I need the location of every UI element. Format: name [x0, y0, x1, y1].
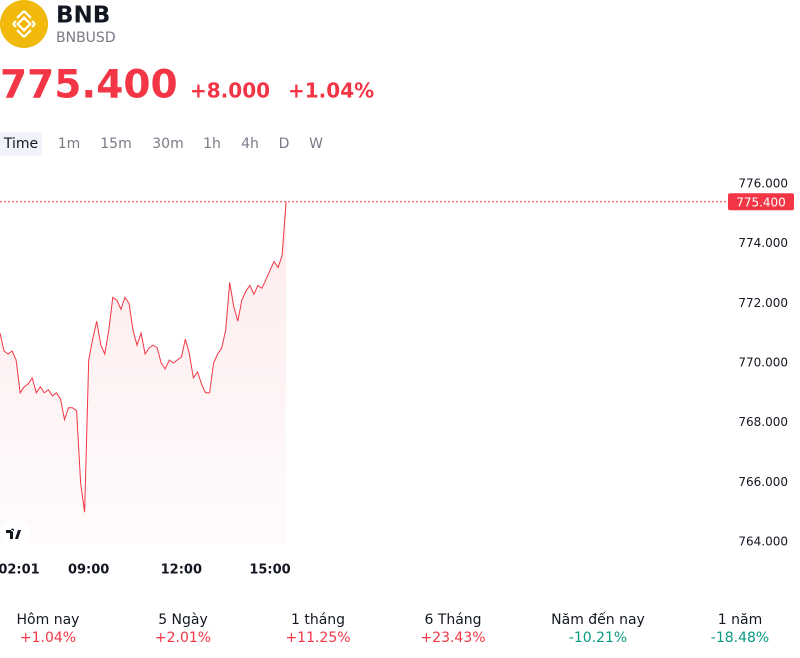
period-change: +11.25% [285, 630, 350, 646]
price: 775.400 [0, 63, 178, 108]
last-price-box [728, 193, 794, 211]
x-tick-label: 09:00 [68, 563, 109, 578]
interval-button[interactable]: 15m [100, 136, 131, 152]
interval-button[interactable]: D [279, 136, 290, 152]
period-label: 6 Tháng [424, 612, 481, 628]
period-change: +23.43% [420, 630, 485, 646]
period-change: +2.01% [155, 630, 211, 646]
x-tick-label: 12:00 [161, 563, 202, 578]
interval-button[interactable]: Time [3, 136, 38, 152]
interval-button[interactable]: 30m [152, 136, 183, 152]
period-label: Hôm nay [17, 612, 80, 628]
coin-logo [0, 0, 48, 48]
y-tick-label: 770.000 [738, 355, 788, 369]
x-tick-label: 15:00 [249, 563, 290, 578]
x-tick-label: 02:01 [0, 563, 40, 578]
y-tick-label: 776.000 [738, 176, 788, 190]
last-price-label: 775.400 [736, 195, 786, 209]
period-change: -18.48% [711, 630, 769, 646]
pair: BNBUSD [56, 30, 116, 46]
period-label: Năm đến nay [551, 611, 645, 628]
period-label: 1 tháng [291, 612, 345, 628]
period-change: -10.21% [569, 630, 627, 646]
y-tick-label: 768.000 [738, 415, 788, 429]
tv-logo [0, 520, 30, 546]
symbol: BNB [56, 3, 110, 29]
change: +8.000 [190, 79, 270, 103]
interval-button[interactable]: 4h [241, 136, 259, 152]
period-label: 5 Ngày [158, 612, 208, 628]
change-pct: +1.04% [288, 79, 374, 103]
price-line [0, 201, 287, 513]
coin-logo-mark [12, 10, 36, 38]
interval-button[interactable]: 1h [203, 136, 221, 152]
interval-selected-bg [0, 132, 42, 156]
y-tick-label: 766.000 [738, 475, 788, 489]
y-tick-label: 764.000 [738, 535, 788, 549]
y-tick-label: 772.000 [738, 296, 788, 310]
y-tick-label: 774.000 [738, 236, 788, 250]
interval-button[interactable]: 1m [58, 136, 81, 152]
period-change: +1.04% [20, 630, 76, 646]
period-label: 1 năm [718, 612, 762, 628]
interval-button[interactable]: W [309, 136, 323, 152]
price-area [0, 201, 287, 545]
